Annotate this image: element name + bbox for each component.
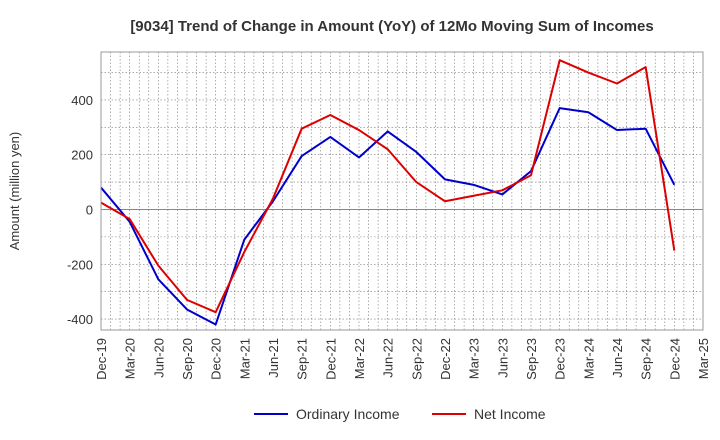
legend-label-net-income: Net Income xyxy=(474,406,546,422)
chart-title: [9034] Trend of Change in Amount (YoY) o… xyxy=(130,18,653,35)
x-tick-label: Jun-22 xyxy=(381,338,396,378)
x-tick-label: Dec-24 xyxy=(667,338,682,380)
x-tick-label: Dec-22 xyxy=(438,338,453,380)
y-tick-label: 0 xyxy=(86,202,93,217)
series-line-net-income xyxy=(100,59,676,314)
x-tick-label: Jun-21 xyxy=(266,338,281,378)
x-tick-label: Sep-21 xyxy=(295,338,310,380)
x-tick-label: Dec-19 xyxy=(94,338,109,380)
x-tick-label: Sep-23 xyxy=(524,338,539,380)
y-tick-label: -400 xyxy=(67,312,93,327)
x-tick-label: Sep-22 xyxy=(409,338,424,380)
x-tick-label: Dec-20 xyxy=(209,338,224,380)
y-tick-label: 200 xyxy=(71,148,93,163)
x-tick-label: Mar-21 xyxy=(237,338,252,379)
x-tick-label: Jun-24 xyxy=(610,338,625,378)
x-tick-label: Jun-23 xyxy=(495,338,510,378)
legend-label-ordinary-income: Ordinary Income xyxy=(296,406,400,422)
y-tick-labels: -400 -200 0 200 400 xyxy=(67,93,93,327)
x-tick-labels: Dec-19 Mar-20 Jun-20 Sep-20 Dec-20 Mar-21 Jun-… xyxy=(94,338,711,380)
x-tick-label: Mar-23 xyxy=(467,338,482,379)
x-tick-label: Dec-21 xyxy=(323,338,338,380)
grid xyxy=(100,52,704,330)
y-axis-label: Amount (million yen) xyxy=(7,132,22,251)
y-tick-label: -200 xyxy=(67,257,93,272)
series-line-ordinary-income xyxy=(100,107,676,326)
x-tick-label: Sep-24 xyxy=(639,338,654,380)
legend[interactable]: Ordinary Income Net Income xyxy=(254,406,546,422)
x-tick-label: Dec-23 xyxy=(553,338,568,380)
series-lines xyxy=(100,59,676,326)
x-tick-label: Mar-24 xyxy=(581,338,596,379)
plot-frame xyxy=(100,51,704,331)
y-tick-label: 400 xyxy=(71,93,93,108)
x-tick-label: Mar-25 xyxy=(696,338,711,379)
x-tick-label: Jun-20 xyxy=(151,338,166,378)
x-tick-label: Mar-22 xyxy=(352,338,367,379)
x-tick-label: Mar-20 xyxy=(123,338,138,379)
x-tick-label: Sep-20 xyxy=(180,338,195,380)
